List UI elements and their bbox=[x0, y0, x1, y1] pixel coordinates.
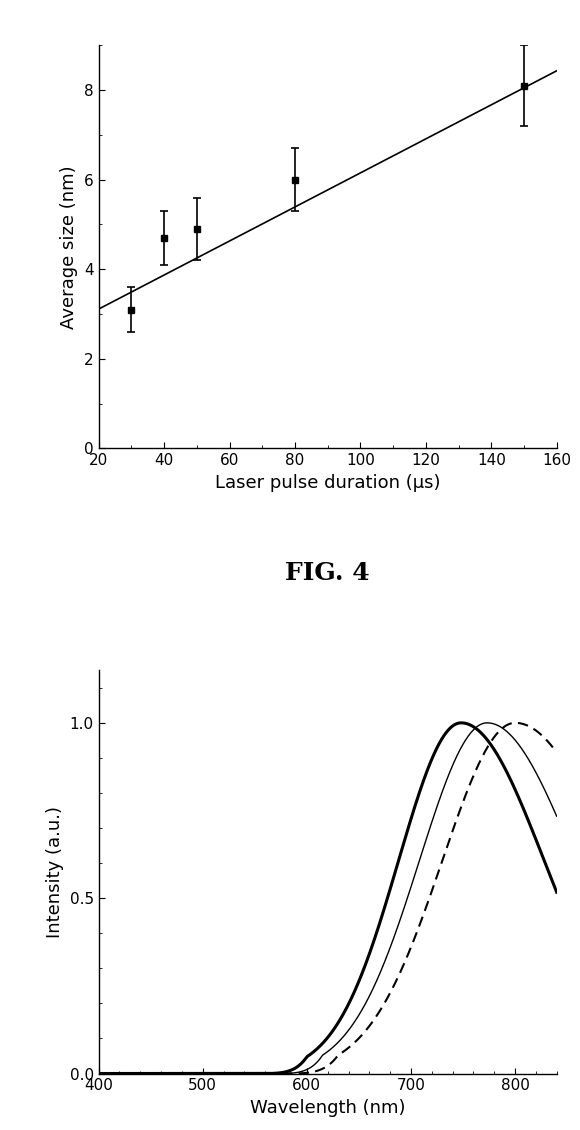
X-axis label: Laser pulse duration (μs): Laser pulse duration (μs) bbox=[215, 473, 440, 492]
Text: FIG. 4: FIG. 4 bbox=[285, 562, 370, 585]
Y-axis label: Intensity (a.u.): Intensity (a.u.) bbox=[46, 806, 64, 938]
X-axis label: Wavelength (nm): Wavelength (nm) bbox=[250, 1098, 405, 1116]
Y-axis label: Average size (nm): Average size (nm) bbox=[60, 165, 78, 329]
